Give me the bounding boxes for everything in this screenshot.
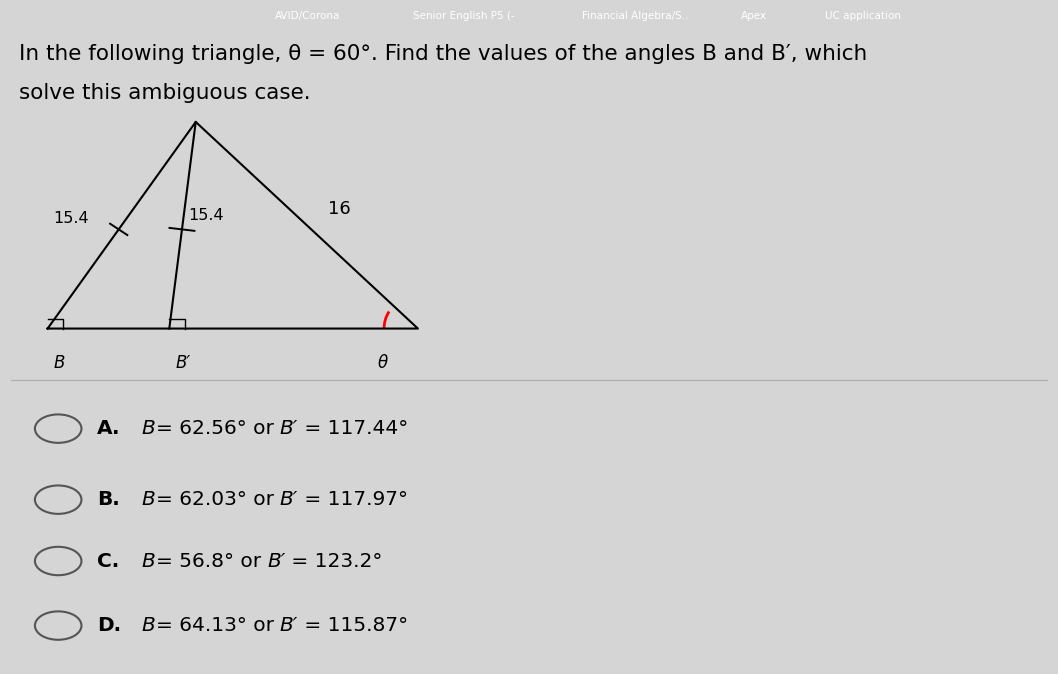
Text: Financial Algebra/S..: Financial Algebra/S.. bbox=[582, 11, 689, 21]
Text: C.: C. bbox=[97, 551, 120, 570]
Text: θ: θ bbox=[378, 355, 388, 372]
Text: B: B bbox=[142, 551, 156, 570]
Text: Senior English P5 (-: Senior English P5 (- bbox=[413, 11, 514, 21]
Text: = 117.44°: = 117.44° bbox=[298, 419, 408, 438]
Text: = 64.13° or: = 64.13° or bbox=[156, 616, 280, 635]
Text: = 115.87°: = 115.87° bbox=[298, 616, 408, 635]
Text: = 62.03° or: = 62.03° or bbox=[156, 490, 280, 509]
Text: = 117.97°: = 117.97° bbox=[298, 490, 408, 509]
Text: B′: B′ bbox=[279, 419, 298, 438]
Text: = 123.2°: = 123.2° bbox=[286, 551, 383, 570]
Text: 16: 16 bbox=[328, 200, 351, 218]
Text: Apex: Apex bbox=[741, 11, 767, 21]
Text: A.: A. bbox=[97, 419, 121, 438]
Text: B′: B′ bbox=[267, 551, 286, 570]
Text: B′: B′ bbox=[280, 616, 298, 635]
Text: B: B bbox=[142, 616, 156, 635]
Text: B: B bbox=[54, 355, 66, 372]
Text: 15.4: 15.4 bbox=[188, 208, 223, 223]
Text: = 56.8° or: = 56.8° or bbox=[156, 551, 267, 570]
Text: B: B bbox=[142, 419, 156, 438]
Text: B′: B′ bbox=[280, 490, 298, 509]
Text: UC application: UC application bbox=[825, 11, 901, 21]
Text: In the following triangle, θ = 60°. Find the values of the angles B and B′, whic: In the following triangle, θ = 60°. Find… bbox=[19, 44, 868, 65]
Text: B: B bbox=[142, 490, 156, 509]
Text: B′: B′ bbox=[176, 355, 190, 372]
Text: D.: D. bbox=[97, 616, 122, 635]
Text: AVID/Corona: AVID/Corona bbox=[275, 11, 341, 21]
Text: 15.4: 15.4 bbox=[53, 211, 89, 226]
Text: B.: B. bbox=[97, 490, 121, 509]
Text: = 62.56° or: = 62.56° or bbox=[156, 419, 279, 438]
Text: solve this ambiguous case.: solve this ambiguous case. bbox=[19, 83, 311, 103]
